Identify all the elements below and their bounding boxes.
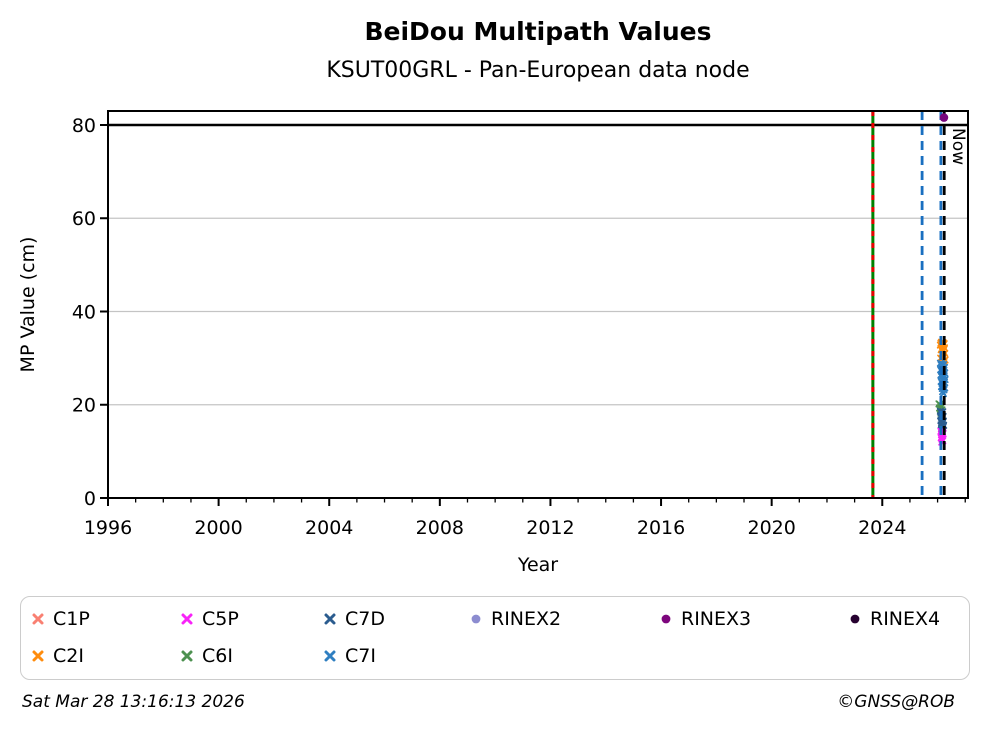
legend-item-C2I: C2I [30, 644, 84, 668]
x-marker-icon [32, 650, 44, 662]
x-marker-icon [324, 650, 336, 662]
copyright: ©GNSS@ROB [837, 692, 955, 712]
series-C7I [936, 359, 949, 398]
legend-item-C7D: C7D [322, 607, 385, 631]
legend-label: C1P [53, 608, 90, 630]
legend-item-C7I: C7I [322, 644, 376, 668]
x-tick-label: 1996 [84, 517, 132, 539]
data-point-RINEX3 [939, 113, 949, 122]
data-point-C7I [939, 390, 947, 398]
legend-item-C5P: C5P [179, 607, 239, 631]
legend-label: RINEX4 [870, 608, 941, 630]
now-label: Now [948, 128, 968, 165]
x-tick-label: 2012 [526, 517, 574, 539]
legend-item-RINEX2: RINEX2 [468, 607, 561, 631]
x-tick-label: 2024 [858, 517, 906, 539]
x-marker-icon [181, 613, 193, 625]
legend-label: RINEX2 [491, 608, 562, 630]
legend-label: RINEX3 [681, 608, 752, 630]
plot-frame [107, 110, 969, 499]
x-marker-icon [32, 613, 44, 625]
y-tick-label: 0 [84, 488, 96, 510]
data-point-C2I [940, 344, 949, 352]
x-marker-icon [324, 613, 336, 625]
x-tick-label: 2004 [305, 517, 353, 539]
dot-marker-icon [471, 614, 481, 624]
dot-marker-icon [661, 614, 671, 624]
x-tick-label: 2020 [747, 517, 795, 539]
legend-item-C6I: C6I [179, 644, 233, 668]
legend-label: C7D [345, 608, 385, 630]
x-tick-label: 2008 [416, 517, 464, 539]
legend-item-RINEX3: RINEX3 [658, 607, 751, 631]
legend-item-RINEX4: RINEX4 [847, 607, 940, 631]
y-axis-label: MP Value (cm) [17, 237, 39, 373]
x-marker-icon [181, 650, 193, 662]
x-tick-label: 2016 [637, 517, 685, 539]
y-tick-label: 20 [72, 395, 96, 417]
y-tick-label: 60 [72, 208, 96, 230]
mp-value-plot: Now 1996 2000 2004 2008 2012 2016 2020 2024 0 20 40… [17, 110, 969, 576]
legend-label: C7I [345, 645, 376, 667]
y-tick-label: 80 [72, 115, 96, 137]
x-tick-label: 2000 [194, 517, 242, 539]
legend-item-C1P: C1P [30, 607, 90, 631]
legend: C1P C2I C5P C6I C7D C7I RINEX2 RINEX3 RI… [20, 596, 970, 680]
legend-label: C6I [202, 645, 233, 667]
y-tick-label: 40 [72, 301, 96, 323]
plot-timestamp: Sat Mar 28 13:16:13 2026 [22, 692, 245, 712]
chart-subtitle: KSUT00GRL - Pan-European data node [326, 58, 750, 83]
x-axis-label: Year [517, 554, 558, 576]
chart-title: BeiDou Multipath Values [364, 17, 712, 46]
legend-label: C2I [53, 645, 84, 667]
dot-marker-icon [850, 614, 860, 624]
legend-label: C5P [202, 608, 239, 630]
